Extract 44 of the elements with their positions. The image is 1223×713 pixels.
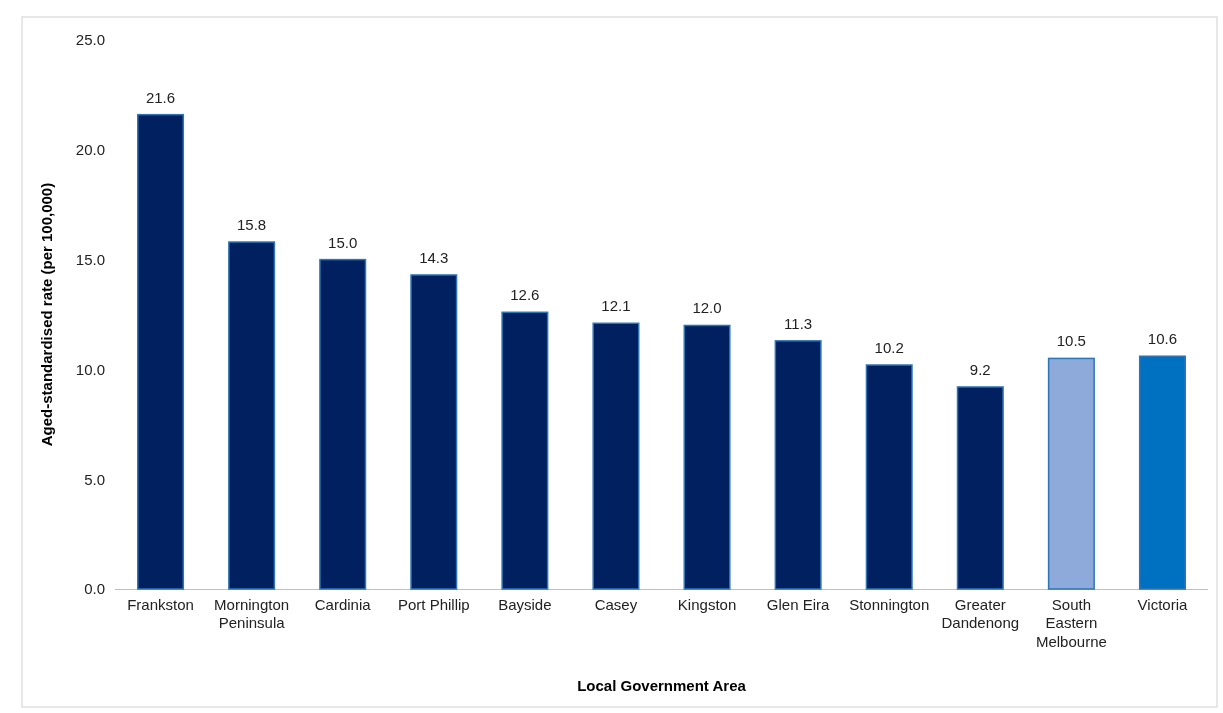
y-axis-title: Aged-standardised rate (per 100,000)	[38, 182, 55, 447]
x-tick-label: Port Phillip	[397, 595, 470, 613]
x-tick-label: Stonnington	[849, 595, 930, 613]
bar	[774, 340, 822, 590]
bar	[501, 311, 549, 590]
data-label: 10.5	[1056, 332, 1086, 350]
x-tick-label: South Eastern Melbourne	[1035, 595, 1107, 651]
data-label: 15.0	[328, 233, 358, 251]
x-tick-label: Frankston	[127, 595, 194, 613]
y-tick-label: 15.0	[75, 250, 105, 268]
bar	[592, 322, 640, 590]
bar	[683, 324, 731, 590]
y-tick-label: 25.0	[75, 31, 105, 49]
x-tick-label: Mornington Peninsula	[214, 595, 290, 632]
bar	[956, 386, 1004, 590]
bar	[1047, 357, 1095, 590]
x-tick-label: Kingston	[677, 595, 737, 613]
bar	[410, 274, 458, 590]
y-tick-label: 10.0	[75, 360, 105, 378]
data-label: 10.6	[1147, 330, 1178, 348]
data-label: 21.6	[145, 88, 176, 106]
y-tick-label: 20.0	[75, 141, 105, 159]
data-label: 9.2	[969, 360, 991, 378]
x-tick-label: Bayside	[498, 595, 552, 613]
x-axis-title: Local Government Area	[577, 677, 747, 694]
x-tick-label: Glen Eira	[766, 595, 831, 613]
data-label: 11.3	[784, 314, 813, 332]
data-label: 14.3	[419, 248, 449, 266]
x-tick-label: Greater Dandenong	[941, 595, 1020, 632]
data-label: 12.6	[510, 286, 540, 304]
x-tick-label: Victoria	[1137, 595, 1188, 613]
bar	[865, 364, 913, 590]
y-tick-label: 0.0	[84, 580, 105, 598]
bar	[228, 241, 276, 590]
data-label: 15.8	[237, 216, 267, 234]
data-label: 12.1	[601, 297, 631, 315]
x-tick-label: Cardinia	[314, 595, 372, 613]
data-label: 10.2	[874, 339, 904, 357]
bar	[137, 113, 185, 590]
data-label: 12.0	[692, 299, 722, 317]
x-tick-label: Casey	[594, 595, 638, 613]
y-tick-label: 5.0	[84, 470, 105, 488]
bar	[1138, 355, 1186, 590]
bar	[319, 258, 367, 590]
